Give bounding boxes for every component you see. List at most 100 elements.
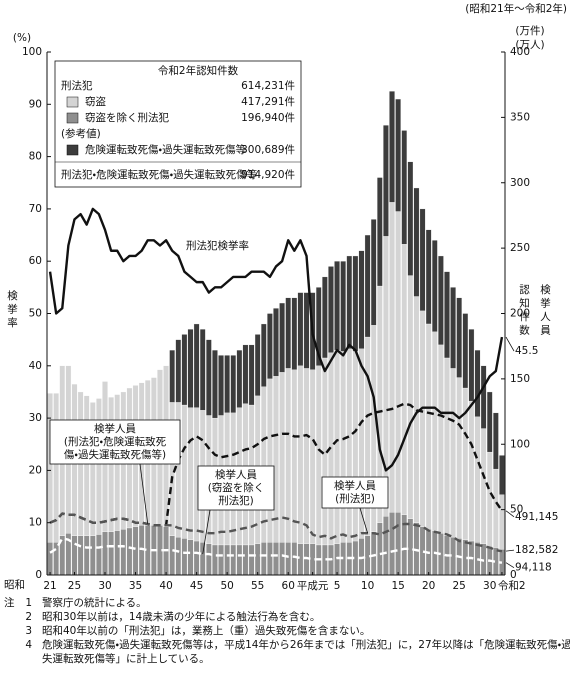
bar [108, 397, 114, 533]
legend-count: 914,920件 [241, 169, 295, 181]
bar [456, 297, 463, 378]
bar [370, 219, 377, 326]
bar [389, 512, 395, 576]
y2-tick-label: 0 [510, 569, 517, 581]
bar [230, 355, 237, 414]
bar [450, 368, 456, 538]
bar [419, 208, 426, 312]
bar [206, 543, 212, 576]
legend-label: 窃盗を除く刑法犯 [85, 111, 169, 124]
y2-tick-label: 300 [510, 177, 530, 189]
bar [401, 244, 408, 516]
bar [242, 544, 249, 576]
x-tick-label: 30 [483, 580, 496, 592]
bar [499, 455, 505, 495]
bar [334, 349, 340, 544]
bar [47, 393, 53, 543]
bar [77, 535, 84, 576]
bar [407, 161, 414, 276]
bar [181, 538, 188, 576]
bar [480, 428, 487, 544]
end-label-leader [505, 549, 515, 552]
annotation-text: 検挙人員 [334, 479, 376, 492]
x-tick-label: 40 [159, 580, 172, 592]
bar [193, 540, 200, 576]
bar [218, 355, 224, 416]
bar [364, 234, 371, 338]
legend-label: 刑法犯・危険運転致死傷・過失運転致死傷等 [61, 168, 258, 181]
y-axis-title: 検挙率 [6, 289, 18, 330]
y-tick-label: 70 [29, 203, 42, 215]
bar [279, 542, 285, 576]
legend-box [54, 60, 302, 188]
x-tick-label: 25 [453, 580, 466, 592]
x-tick-label: 35 [129, 580, 142, 592]
bar [340, 261, 346, 352]
annotation-bg [184, 238, 262, 253]
bar [444, 357, 450, 536]
bar [486, 391, 493, 453]
bar [493, 412, 499, 470]
bar [199, 329, 206, 411]
bar [83, 535, 90, 576]
bar [438, 255, 444, 346]
x-tick-label: 25 [68, 580, 81, 592]
bar [456, 377, 463, 539]
bar [438, 344, 444, 534]
y-tick-label: 90 [29, 98, 42, 110]
bar [89, 535, 96, 576]
bar [199, 542, 206, 576]
y-tick-label: 20 [29, 464, 42, 476]
bar [181, 334, 188, 406]
annotation-leader [202, 509, 211, 555]
bar [260, 323, 267, 387]
y-tick-label: 50 [29, 308, 42, 320]
bar [297, 292, 304, 366]
annotation-text: 検挙人員 [94, 422, 136, 435]
x-era-label: 昭和 [4, 579, 25, 591]
bar [407, 275, 414, 519]
bar [83, 395, 90, 536]
bar [346, 255, 353, 349]
y-tick-label: 0 [35, 569, 42, 581]
annotation-box [321, 476, 389, 509]
bar [248, 344, 255, 406]
bar [358, 250, 365, 349]
end-label: 491,145 [515, 511, 558, 523]
bar [297, 543, 304, 576]
y2-axis-title: 検挙人員 [539, 283, 551, 338]
bar [267, 378, 273, 543]
bar [175, 339, 182, 403]
x-tick-label: 平成元 [297, 580, 329, 592]
bar [193, 323, 200, 408]
bar [71, 535, 78, 576]
notes-head: 注 [4, 596, 15, 609]
bar [419, 310, 426, 527]
bar [444, 271, 450, 359]
bar [425, 229, 432, 325]
note-number: 2 [25, 611, 32, 623]
bar [175, 536, 182, 576]
y2-unit: (万件) [515, 25, 544, 37]
legend-label: 窃盗 [85, 95, 106, 108]
bar [499, 494, 505, 550]
bar [260, 386, 267, 543]
y2-tick-label: 100 [510, 438, 530, 450]
y-unit: (%) [13, 32, 31, 44]
bar [187, 539, 194, 576]
bar [413, 187, 420, 297]
bar [462, 313, 469, 389]
bar [431, 331, 438, 531]
bar [358, 348, 365, 539]
y-tick-label: 10 [29, 517, 42, 529]
bar [493, 468, 499, 548]
y2-unit: (万人) [515, 39, 544, 51]
end-label-leader [505, 336, 515, 352]
y2-tick-label: 400 [510, 46, 530, 58]
bar [260, 542, 267, 576]
x-tick-label: 45 [190, 580, 203, 592]
bar [468, 400, 475, 542]
bar [486, 451, 493, 547]
annotation-leader [359, 507, 368, 534]
